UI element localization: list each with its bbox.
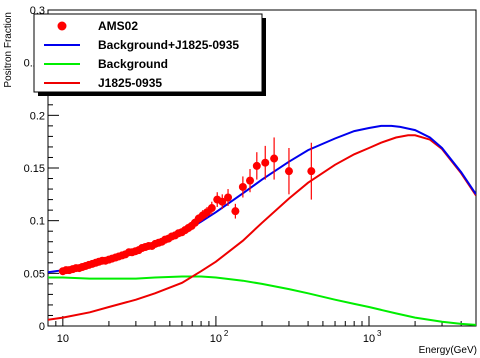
data-point bbox=[270, 154, 279, 163]
data-point bbox=[261, 158, 270, 167]
data-point bbox=[231, 207, 240, 216]
legend-box bbox=[33, 13, 263, 93]
y-tick-label: 0.2 bbox=[30, 110, 45, 122]
legend-label: Background bbox=[98, 57, 168, 71]
data-point bbox=[284, 167, 293, 176]
x-tick-exponent: 3 bbox=[377, 329, 382, 338]
series-layer bbox=[48, 124, 476, 326]
y-tick-label: 0.1 bbox=[30, 216, 45, 228]
x-tick-exponent: 2 bbox=[224, 329, 229, 338]
x-axis-title: Energy(GeV) bbox=[419, 345, 477, 356]
series-line-background bbox=[48, 275, 476, 326]
x-tick-labels: 10 10 2 10 3 bbox=[57, 329, 382, 345]
x-tick-label: 10 bbox=[363, 333, 375, 345]
data-point bbox=[252, 161, 261, 170]
legend: AMS02 Background+J1825-0935 Background J182… bbox=[33, 13, 266, 96]
x-tick-label: 10 bbox=[210, 333, 222, 345]
y-tick-labels: 00.050.10.150.20.250.3 bbox=[24, 5, 45, 333]
data-point bbox=[218, 197, 227, 206]
data-point bbox=[246, 176, 255, 185]
legend-label: Background+J1825-0935 bbox=[98, 38, 239, 52]
y-axis-title: Positron Fraction bbox=[3, 12, 14, 88]
data-point bbox=[307, 167, 316, 176]
data-point bbox=[238, 182, 247, 191]
y-tick-label: 0.15 bbox=[24, 163, 45, 175]
data-point bbox=[207, 204, 216, 213]
axis-ticks bbox=[47, 9, 462, 327]
legend-label: J1825-0935 bbox=[98, 76, 162, 90]
y-tick-label: 0 bbox=[39, 321, 45, 333]
legend-label: AMS02 bbox=[98, 19, 138, 33]
legend-marker-ams02 bbox=[57, 21, 67, 31]
data-point bbox=[224, 193, 233, 202]
series-line-j1825-0935 bbox=[48, 134, 476, 321]
y-tick-label: 0.05 bbox=[24, 268, 45, 280]
x-tick-label: 10 bbox=[57, 333, 69, 345]
